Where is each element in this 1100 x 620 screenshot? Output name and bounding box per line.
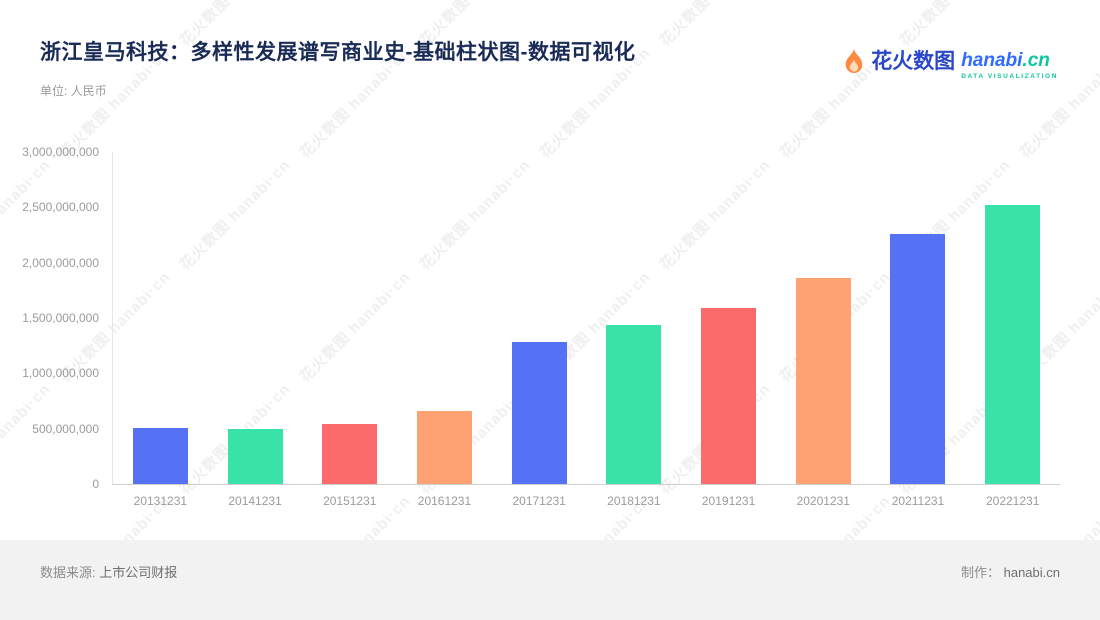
bar-slot — [965, 152, 1060, 484]
unit-label: 单位: 人民币 — [40, 84, 107, 98]
bar-slot — [397, 152, 492, 484]
y-tick-label: 1,000,000,000 — [22, 366, 99, 381]
bar-20161231 — [416, 410, 472, 484]
x-axis: 20131231 20141231 20151231 20161231 20171231… — [113, 484, 1060, 508]
bar-20171231 — [511, 341, 567, 484]
bar-slot — [492, 152, 587, 484]
watermark-text: 花火数图 hanabi·cn — [894, 0, 1014, 51]
plot-area: 0 500,000,000 1,000,000,000 1,500,000,000 2,… — [22, 145, 1060, 508]
source-label: 数据来源: — [40, 565, 96, 580]
x-tick-label: 20171231 — [512, 494, 566, 508]
y-tick-label: 2,000,000,000 — [22, 255, 99, 270]
watermark-text: 花火数图 hanabi·cn — [0, 380, 54, 498]
bar-slot — [871, 152, 966, 484]
brand-en-wrap: hanabi.cn DATA VISUALIZATION — [961, 51, 1058, 81]
data-source: 数据来源: 上市公司财报 — [40, 562, 177, 581]
x-tick-label: 20191231 — [701, 494, 756, 508]
bar-20151231 — [322, 423, 378, 484]
bar-slot — [587, 152, 682, 484]
brand-cn: 花火数图 — [871, 50, 956, 73]
credit-label: 制作： — [960, 565, 1000, 580]
bar-20131231 — [132, 427, 188, 484]
brand-en: hanabi.cn — [961, 50, 1050, 71]
y-tick-label: 0 — [92, 477, 99, 491]
y-axis: 0 500,000,000 1,000,000,000 1,500,000,000 2,… — [22, 145, 1060, 491]
y-tick-label: 3,000,000,000 — [22, 145, 99, 159]
source-value: 上市公司财报 — [99, 565, 178, 580]
bar-slot — [681, 152, 776, 484]
y-tick-label: 2,500,000,000 — [22, 200, 99, 215]
bars — [113, 152, 1060, 484]
hanabi-logo: 花火数图 hanabi.cn DATA VISUALIZATION — [843, 48, 1058, 81]
flame-icon — [845, 49, 863, 73]
x-tick-label: 20141231 — [228, 494, 282, 508]
bar-slot — [302, 152, 397, 484]
page-title: 浙江皇马科技：多样性发展谱写商业史-基础柱状图-数据可视化 — [40, 41, 636, 64]
bar-20201231 — [795, 278, 851, 484]
bar-20211231 — [890, 233, 946, 484]
brand-tagline: DATA VISUALIZATION — [961, 73, 1058, 80]
credit-value: hanabi.cn — [1003, 565, 1060, 580]
x-tick-label: 20161231 — [417, 494, 472, 508]
bar-20191231 — [701, 307, 757, 484]
bar-20221231 — [985, 205, 1041, 484]
bar-slot — [776, 152, 871, 484]
x-tick-label: 20151231 — [323, 494, 377, 508]
bar-slot — [113, 152, 208, 484]
footer: 数据来源: 上市公司财报 制作： hanabi.cn — [0, 540, 1100, 620]
x-tick-label: 20181231 — [607, 494, 661, 508]
x-tick-label: 20221231 — [985, 494, 1040, 508]
y-tick-label: 1,500,000,000 — [22, 311, 99, 325]
bar-20141231 — [227, 429, 283, 484]
bar-20181231 — [606, 324, 662, 484]
x-tick-label: 20131231 — [133, 494, 188, 508]
chart-header: 浙江皇马科技：多样性发展谱写商业史-基础柱状图-数据可视化 单位: 人民币 — [40, 36, 635, 99]
watermark-text: 花火数图 hanabi·cn — [654, 0, 774, 51]
x-tick-label: 20201231 — [796, 494, 850, 508]
credit: 制作： hanabi.cn — [961, 562, 1060, 581]
bar-slot — [208, 152, 303, 484]
x-tick-label: 20211231 — [891, 494, 945, 508]
y-tick-label: 500,000,000 — [32, 421, 99, 436]
